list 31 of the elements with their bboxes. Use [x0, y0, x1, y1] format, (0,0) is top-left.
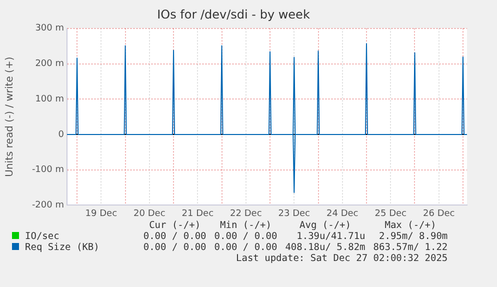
y-tick-label: -100 m [32, 165, 64, 176]
text: 1.39u/41.71u [296, 231, 366, 242]
text: 863.57m/ 1.22 [372, 242, 449, 253]
x-tick-label: 23 Dec [278, 208, 310, 219]
legend-label: IO/sec [25, 231, 60, 242]
x-tick-label: 20 Dec [134, 208, 166, 219]
text: 0.00 / 0.00 [142, 231, 208, 242]
text: Avg (-/+) [298, 220, 352, 231]
y-tick-label: 200 m [35, 59, 64, 70]
text: 0.00 / 0.00 [213, 242, 278, 253]
y-tick-label: -200 m [32, 200, 64, 211]
x-tick-label: 19 Dec [85, 208, 118, 219]
text: 408.18u/ 5.82m [284, 242, 366, 253]
x-tick-label: 25 Dec [374, 208, 407, 219]
y-tick-label: 100 m [35, 94, 64, 104]
legend-label: Req Size (KB) [25, 242, 100, 253]
x-tick-label: 21 Dec [182, 208, 214, 219]
y-axis-title: Units read (-) / write (+) [4, 56, 16, 177]
x-tick-label: 24 Dec [326, 208, 358, 219]
text: Cur (-/+) [148, 220, 202, 231]
x-tick-label: 22 Dec [230, 208, 262, 219]
text: 0.00 / 0.00 [213, 231, 278, 242]
text: Max (-/+) [384, 220, 438, 231]
x-tick-label: 26 Dec [422, 208, 455, 219]
y-tick-label: 0 [58, 130, 64, 140]
text: 0.00 / 0.00 [142, 242, 208, 253]
y-tick-label: 300 m [35, 24, 64, 34]
text: Last update: Sat Dec 27 02:00:32 2025 [235, 253, 449, 264]
chart-title: IOs for /dev/sdi - by week [157, 7, 310, 22]
text: Min (-/+) [219, 220, 272, 231]
text: 2.95m/ 8.90m [378, 231, 449, 242]
